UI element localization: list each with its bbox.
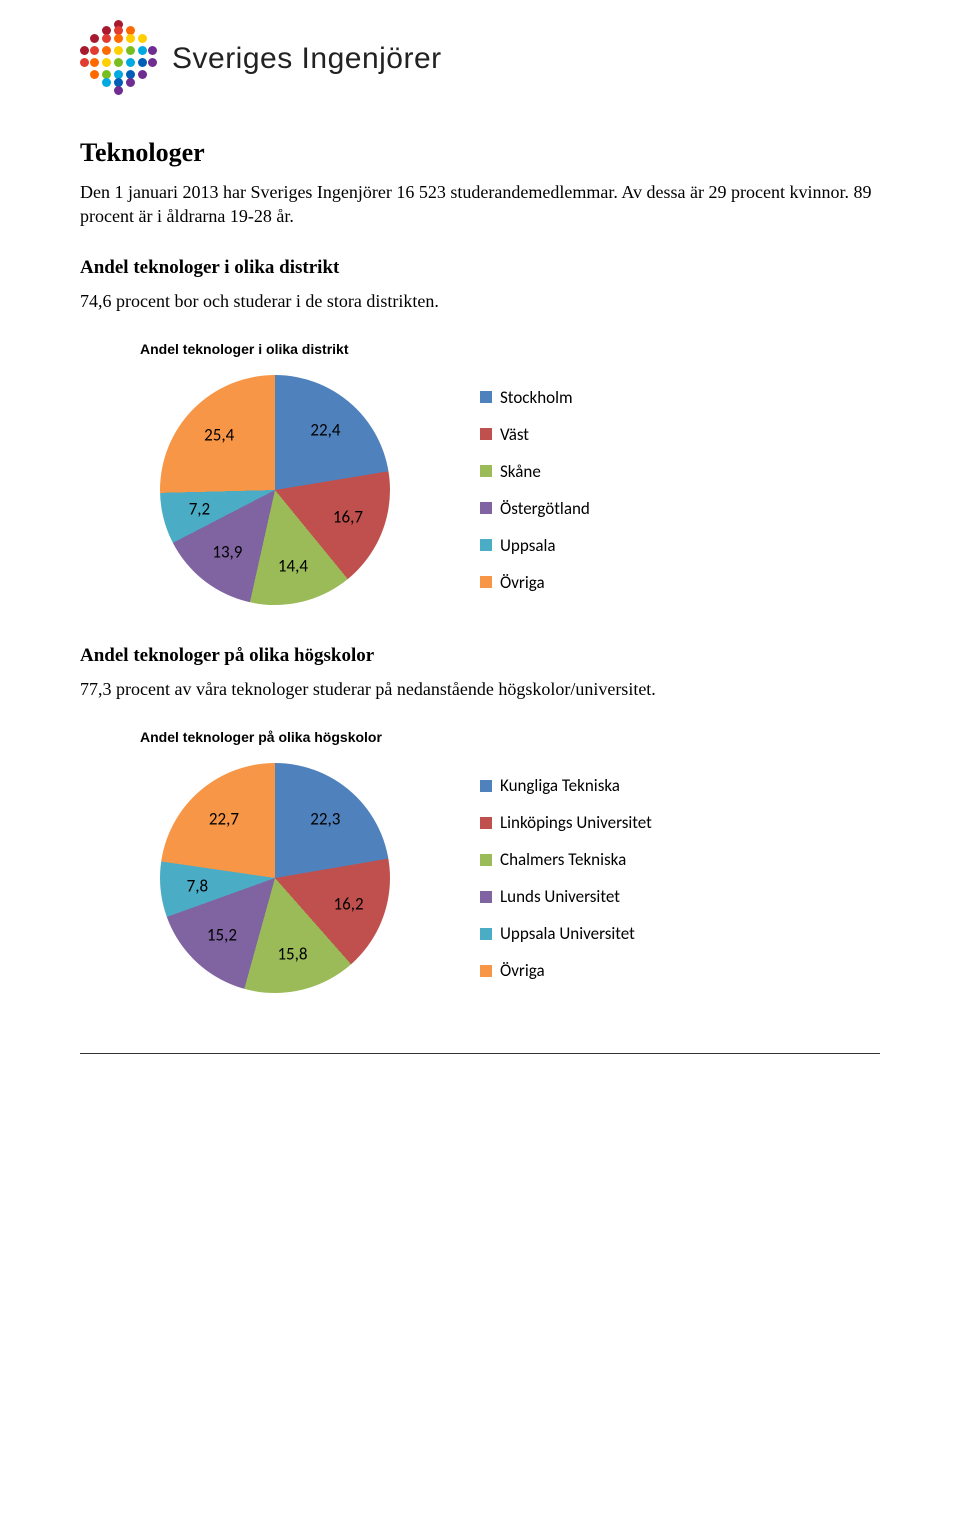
legend-label: Skåne <box>500 461 541 482</box>
legend-label: Väst <box>500 424 529 445</box>
legend-item: Lunds Universitet <box>480 886 652 907</box>
legend-swatch <box>480 539 492 551</box>
legend-item: Chalmers Tekniska <box>480 849 652 870</box>
legend-swatch <box>480 428 492 440</box>
legend-swatch <box>480 465 492 477</box>
brand-logo-icon <box>80 20 158 98</box>
chart-title-schools: Andel teknologer på olika högskolor <box>140 729 880 745</box>
legend-label: Övriga <box>500 960 545 981</box>
legend-label: Chalmers Tekniska <box>500 849 626 870</box>
pie-chart-districts: 22,4 16,7 14,4 13,97,2 25,4 <box>160 375 390 605</box>
pie-slice-label: 15,8 <box>277 944 307 965</box>
pie-slice-label: 22,3 <box>310 808 340 829</box>
legend-label: Uppsala Universitet <box>500 923 635 944</box>
footer-divider <box>80 1053 880 1054</box>
legend-label: Stockholm <box>500 387 573 408</box>
legend-item: Skåne <box>480 461 590 482</box>
legend-label: Linköpings Universitet <box>500 812 652 833</box>
legend-item: Östergötland <box>480 498 590 519</box>
legend-label: Kungliga Tekniska <box>500 775 620 796</box>
legend-label: Östergötland <box>500 498 590 519</box>
pie-slice-label: 14,4 <box>278 555 308 576</box>
pie-slice-label: 7,8 <box>187 876 208 897</box>
pie-slice-label: 22,7 <box>209 809 239 830</box>
legend-item: Väst <box>480 424 590 445</box>
legend-label: Uppsala <box>500 535 556 556</box>
legend-swatch <box>480 891 492 903</box>
legend-swatch <box>480 576 492 588</box>
legend-item: Stockholm <box>480 387 590 408</box>
legend-swatch <box>480 928 492 940</box>
legend-label: Lunds Universitet <box>500 886 620 907</box>
pie-slice-label: 16,2 <box>334 894 364 915</box>
chart-title-districts: Andel teknologer i olika distrikt <box>140 341 880 357</box>
brand-name: Sveriges Ingenjörer <box>172 42 442 76</box>
pie-slice-label: 22,4 <box>310 420 340 441</box>
pie-graphic <box>160 375 390 605</box>
pie-slice-label: 13,9 <box>212 541 242 562</box>
legend-schools: Kungliga Tekniska Linköpings Universitet C… <box>480 775 652 981</box>
chart-row-schools: 22,3 16,2 15,8 15,2 7,8 22,7 Kungliga Teknisk… <box>160 763 880 993</box>
legend-swatch <box>480 817 492 829</box>
legend-item: Övriga <box>480 960 652 981</box>
legend-item: Linköpings Universitet <box>480 812 652 833</box>
pie-slice-label: 15,2 <box>207 925 237 946</box>
legend-item: Uppsala Universitet <box>480 923 652 944</box>
intro-paragraph: Den 1 januari 2013 har Sveriges Ingenjör… <box>80 180 880 229</box>
page-title: Teknologer <box>80 138 880 168</box>
legend-districts: Stockholm Väst Skåne Östergötland Uppsala Övr… <box>480 387 590 593</box>
legend-label: Övriga <box>500 572 545 593</box>
legend-swatch <box>480 391 492 403</box>
pie-slice-label: 25,4 <box>204 425 234 446</box>
legend-item: Övriga <box>480 572 590 593</box>
pie-chart-schools: 22,3 16,2 15,8 15,2 7,8 22,7 <box>160 763 390 993</box>
section-body-districts: 74,6 procent bor och studerar i de stora… <box>80 289 880 313</box>
legend-swatch <box>480 854 492 866</box>
legend-swatch <box>480 780 492 792</box>
pie-slice-label: 7,2 <box>189 499 210 520</box>
legend-item: Uppsala <box>480 535 590 556</box>
pie-slice-label: 16,7 <box>333 507 363 528</box>
legend-item: Kungliga Tekniska <box>480 775 652 796</box>
section-heading-districts: Andel teknologer i olika distrikt <box>80 257 880 279</box>
brand-header: Sveriges Ingenjörer <box>80 20 880 98</box>
section-body-schools: 77,3 procent av våra teknologer studerar… <box>80 677 880 701</box>
section-heading-schools: Andel teknologer på olika högskolor <box>80 645 880 667</box>
document-page: Sveriges Ingenjörer Teknologer Den 1 jan… <box>0 0 960 1114</box>
chart-row-districts: 22,4 16,7 14,4 13,97,2 25,4 Stockholm Väst Skå… <box>160 375 880 605</box>
legend-swatch <box>480 965 492 977</box>
legend-swatch <box>480 502 492 514</box>
